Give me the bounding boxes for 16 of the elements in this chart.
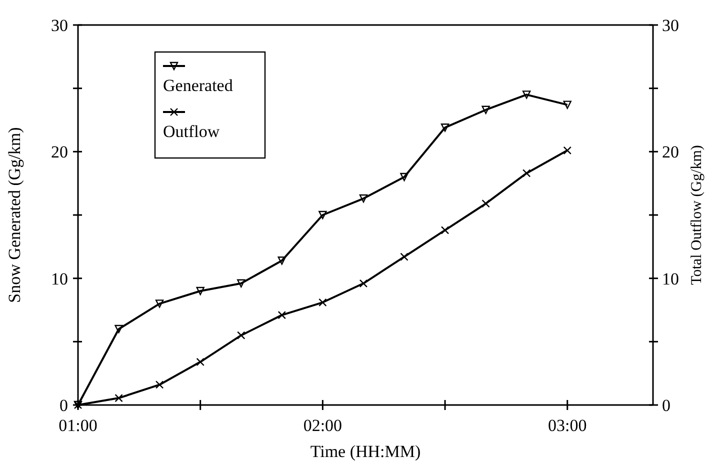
y-tick-label: 30 — [51, 16, 68, 35]
x-tick-label: 02:00 — [303, 416, 342, 435]
x-tick-label: 03:00 — [548, 416, 587, 435]
x-axis-title: Time (HH:MM) — [310, 442, 421, 461]
y2-tick-label: 0 — [662, 396, 670, 415]
y2-tick-label: 10 — [662, 269, 679, 288]
y2-axis-title: Total Outflow (Gg/km) — [689, 145, 705, 285]
y-tick-label: 10 — [51, 269, 68, 288]
y2-tick-label: 20 — [662, 142, 679, 162]
y-axis-title: Snow Generated (Gg/km) — [5, 127, 24, 303]
x-tick-label: 01:00 — [58, 416, 98, 435]
legend-label: Generated — [163, 76, 234, 95]
y-tick-label: 0 — [60, 396, 68, 415]
legend-label: Outflow — [163, 122, 220, 141]
y-tick-label: 20 — [51, 142, 68, 162]
y2-tick-label: 30 — [662, 16, 679, 35]
